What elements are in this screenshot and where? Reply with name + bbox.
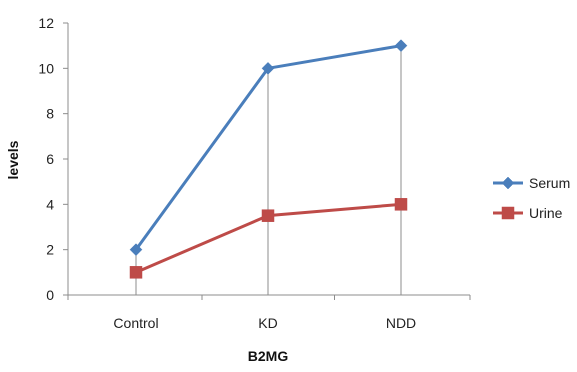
serum-point xyxy=(394,39,408,53)
x-tick-labels: Control KD NDD xyxy=(67,295,471,331)
y-axis-title: levels xyxy=(5,140,21,179)
y-tick-label: 4 xyxy=(46,196,54,212)
y-tick-label: 0 xyxy=(46,287,54,303)
legend-marker-serum xyxy=(501,176,515,190)
legend-item-serum: Serum xyxy=(493,175,570,191)
x-tick-label: Control xyxy=(113,315,158,331)
y-tick-label: 6 xyxy=(46,151,54,167)
y-tick-label: 8 xyxy=(46,106,54,122)
legend-item-urine: Urine xyxy=(493,205,563,221)
drop-lines xyxy=(135,45,402,295)
y-tick-label: 2 xyxy=(46,242,54,258)
legend-marker-urine xyxy=(501,206,515,220)
y-tick-label: 12 xyxy=(38,15,54,31)
x-tick-label: NDD xyxy=(386,315,416,331)
series-group xyxy=(129,39,408,279)
legend-label-urine: Urine xyxy=(529,205,563,221)
urine-point xyxy=(129,266,143,279)
series-urine xyxy=(129,198,408,279)
y-tick-label: 10 xyxy=(38,60,54,76)
urine-point xyxy=(261,209,275,222)
y-tick-labels: 0 2 4 6 8 10 12 xyxy=(38,15,68,303)
x-axis-title: B2MG xyxy=(248,348,289,364)
series-serum xyxy=(129,39,408,257)
legend-label-serum: Serum xyxy=(529,175,570,191)
urine-point xyxy=(394,198,408,211)
legend: Serum Urine xyxy=(493,175,570,221)
x-tick-label: KD xyxy=(258,315,277,331)
serum-point xyxy=(261,61,275,75)
serum-point xyxy=(129,243,143,257)
